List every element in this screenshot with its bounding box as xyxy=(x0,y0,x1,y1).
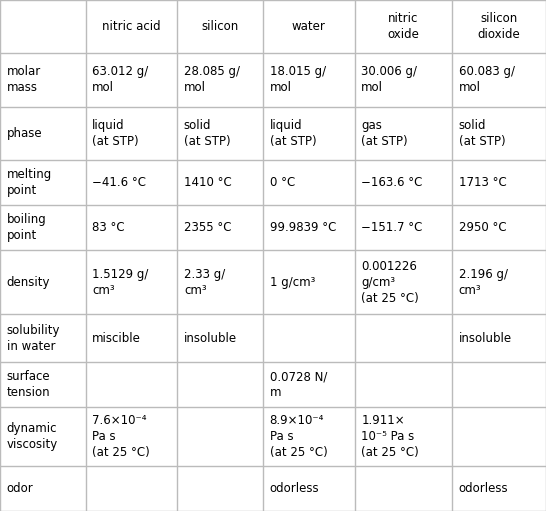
Text: −41.6 °C: −41.6 °C xyxy=(92,176,146,189)
Text: 63.012 g/
mol: 63.012 g/ mol xyxy=(92,65,149,95)
Text: 0 °C: 0 °C xyxy=(270,176,295,189)
Text: phase: phase xyxy=(7,127,42,140)
Text: gas
(at STP): gas (at STP) xyxy=(361,119,408,148)
Text: 8.9×10⁻⁴
Pa s
(at 25 °C): 8.9×10⁻⁴ Pa s (at 25 °C) xyxy=(270,414,328,459)
Text: odor: odor xyxy=(7,482,33,495)
Text: miscible: miscible xyxy=(92,332,141,344)
Text: 99.9839 °C: 99.9839 °C xyxy=(270,221,336,234)
Text: 30.006 g/
mol: 30.006 g/ mol xyxy=(361,65,417,95)
Text: water: water xyxy=(292,20,326,33)
Text: 28.085 g/
mol: 28.085 g/ mol xyxy=(184,65,240,95)
Text: liquid
(at STP): liquid (at STP) xyxy=(92,119,139,148)
Text: boiling
point: boiling point xyxy=(7,213,46,242)
Text: odorless: odorless xyxy=(459,482,508,495)
Text: molar
mass: molar mass xyxy=(7,65,41,95)
Text: insoluble: insoluble xyxy=(459,332,512,344)
Text: liquid
(at STP): liquid (at STP) xyxy=(270,119,316,148)
Text: silicon: silicon xyxy=(201,20,239,33)
Text: 83 °C: 83 °C xyxy=(92,221,125,234)
Text: 60.083 g/
mol: 60.083 g/ mol xyxy=(459,65,515,95)
Text: nitric
oxide: nitric oxide xyxy=(388,12,419,41)
Text: melting
point: melting point xyxy=(7,168,52,197)
Text: 2950 °C: 2950 °C xyxy=(459,221,506,234)
Text: 1410 °C: 1410 °C xyxy=(184,176,232,189)
Text: solid
(at STP): solid (at STP) xyxy=(459,119,505,148)
Text: −151.7 °C: −151.7 °C xyxy=(361,221,423,234)
Text: 0.0728 N/
m: 0.0728 N/ m xyxy=(270,370,327,399)
Text: 1713 °C: 1713 °C xyxy=(459,176,506,189)
Text: odorless: odorless xyxy=(270,482,319,495)
Text: dynamic
viscosity: dynamic viscosity xyxy=(7,422,58,451)
Text: density: density xyxy=(7,275,50,289)
Text: solubility
in water: solubility in water xyxy=(7,323,60,353)
Text: insoluble: insoluble xyxy=(184,332,237,344)
Text: 1 g/cm³: 1 g/cm³ xyxy=(270,275,315,289)
Text: surface
tension: surface tension xyxy=(7,370,50,399)
Text: 1.911×
10⁻⁵ Pa s
(at 25 °C): 1.911× 10⁻⁵ Pa s (at 25 °C) xyxy=(361,414,419,459)
Text: 7.6×10⁻⁴
Pa s
(at 25 °C): 7.6×10⁻⁴ Pa s (at 25 °C) xyxy=(92,414,150,459)
Text: 18.015 g/
mol: 18.015 g/ mol xyxy=(270,65,326,95)
Text: nitric acid: nitric acid xyxy=(102,20,161,33)
Text: −163.6 °C: −163.6 °C xyxy=(361,176,423,189)
Text: silicon
dioxide: silicon dioxide xyxy=(478,12,520,41)
Text: 0.001226
g/cm³
(at 25 °C): 0.001226 g/cm³ (at 25 °C) xyxy=(361,260,419,305)
Text: 2355 °C: 2355 °C xyxy=(184,221,232,234)
Text: 1.5129 g/
cm³: 1.5129 g/ cm³ xyxy=(92,268,149,297)
Text: solid
(at STP): solid (at STP) xyxy=(184,119,230,148)
Text: 2.196 g/
cm³: 2.196 g/ cm³ xyxy=(459,268,508,297)
Text: 2.33 g/
cm³: 2.33 g/ cm³ xyxy=(184,268,225,297)
